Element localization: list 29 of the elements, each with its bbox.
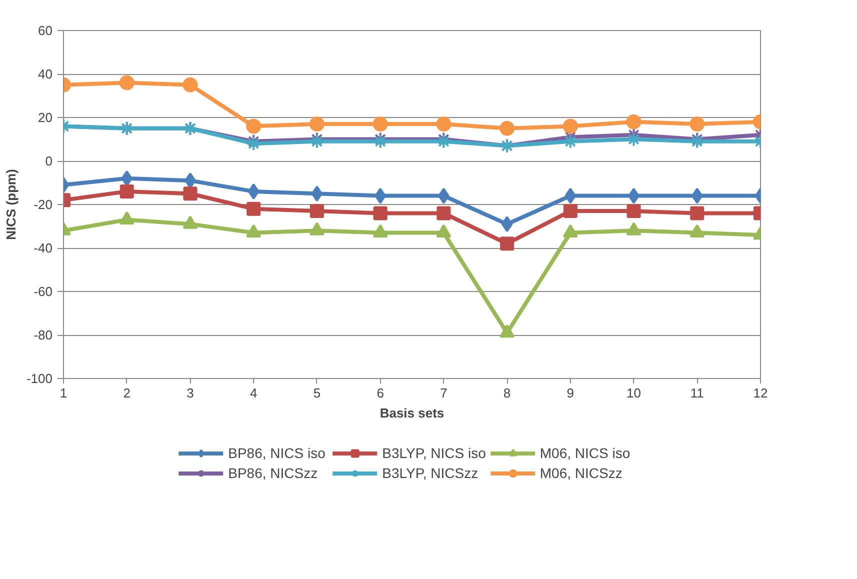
- x-tick-label: 12: [753, 386, 768, 400]
- y-tick-label: -80: [34, 328, 53, 342]
- y-tick-label: -60: [34, 284, 53, 299]
- legend-label: BP86, NICS iso: [228, 445, 326, 461]
- y-tick-label: -20: [34, 197, 53, 212]
- y-tick-label: -100: [26, 371, 53, 386]
- x-axis-title: Basis sets: [380, 406, 444, 420]
- x-tick-label: 8: [503, 386, 511, 400]
- y-tick-label: 60: [38, 23, 53, 38]
- x-tick-label: 2: [123, 386, 130, 400]
- legend-label: M06, NICS iso: [540, 445, 632, 461]
- x-tick-label: 11: [690, 386, 704, 400]
- legend-label: B3LYP, NICSzz: [382, 465, 480, 481]
- legend-label: B3LYP, NICS iso: [382, 445, 486, 461]
- x-tick-label: 9: [566, 386, 574, 400]
- x-tick-label: 1: [60, 386, 68, 400]
- x-tick-label: 5: [313, 386, 321, 400]
- y-tick-label: 20: [38, 110, 53, 125]
- x-tick-label: 4: [250, 386, 258, 400]
- y-axis-title: NICS (ppm): [3, 169, 18, 240]
- x-tick-label: 6: [376, 386, 384, 400]
- x-tick-label: 3: [186, 386, 194, 400]
- y-tick-label: 0: [45, 154, 53, 168]
- y-tick-label: -40: [34, 240, 53, 256]
- y-tick-label: 40: [38, 66, 53, 82]
- legend-label: M06, NICSzz: [540, 465, 624, 481]
- x-tick-label: 7: [440, 386, 448, 400]
- x-tick-label: 10: [626, 386, 642, 400]
- legend-label: BP86, NICSzz: [228, 465, 319, 481]
